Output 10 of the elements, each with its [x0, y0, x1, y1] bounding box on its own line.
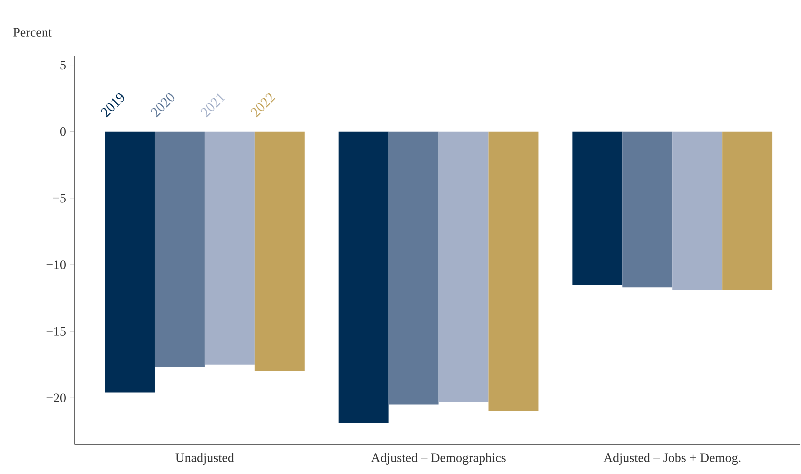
x-tick-label: Adjusted – Demographics: [371, 453, 506, 466]
y-tick-label: −20: [46, 394, 66, 403]
x-tick-label: Adjusted – Jobs + Demog.: [604, 453, 741, 466]
y-tick-label: 5: [60, 61, 66, 70]
y-tick-label: −15: [46, 327, 66, 336]
y-axis-title: Percent: [14, 28, 52, 38]
y-tick-label: 0: [60, 128, 66, 136]
x-tick-label: Unadjusted: [176, 453, 234, 466]
y-tick-label: −5: [53, 194, 66, 203]
y-tick-label: −10: [46, 260, 66, 270]
